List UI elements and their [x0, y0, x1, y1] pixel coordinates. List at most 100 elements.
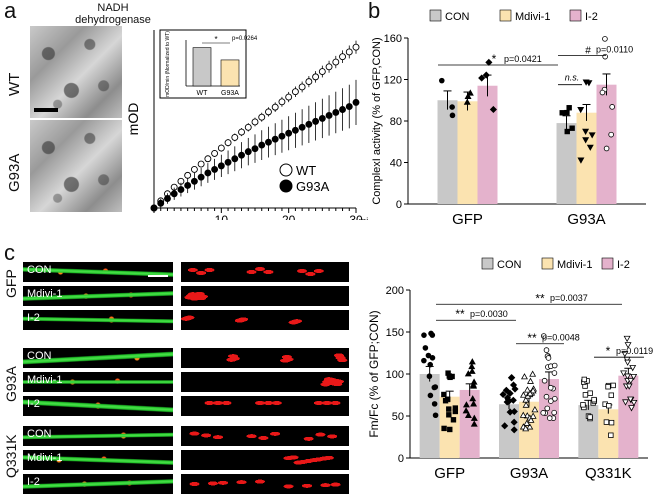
bar-mdivi-1-gfp: [457, 101, 478, 204]
data-point: [449, 104, 455, 110]
data-point: [470, 414, 478, 421]
data-point: [526, 423, 534, 430]
micrograph-wt: [30, 26, 122, 118]
fluorescence-red-strip: [180, 285, 350, 307]
group-label-g93a: G93A: [3, 366, 19, 402]
y-tick-label: 80: [390, 116, 402, 128]
data-point: [519, 391, 527, 398]
y-tick-label: 100: [386, 369, 404, 381]
point-g93a: [352, 98, 360, 106]
data-point: [450, 417, 457, 423]
data-point: [547, 384, 554, 391]
data-point: [452, 405, 459, 411]
legend-label-mdivi-1: Mdivi-1: [557, 259, 592, 271]
point-wt: [258, 113, 266, 121]
data-point: [445, 370, 451, 376]
y-tick-label: 150: [386, 327, 404, 339]
legend-swatch-con: [429, 9, 442, 22]
data-point: [577, 107, 585, 114]
group-label-gfp: GFP: [3, 269, 19, 298]
legend-label-con: CON: [497, 259, 522, 271]
point-wt: [339, 53, 346, 61]
bar-con-gfp: [437, 100, 458, 204]
point-g93a: [332, 109, 340, 116]
panel-a-letter: a: [4, 0, 17, 23]
bar-con-g93a: [499, 404, 519, 458]
data-point: [527, 377, 534, 384]
fluorescence-red-strip: [180, 395, 350, 417]
point-g93a: [345, 103, 353, 110]
point-wt: [298, 83, 306, 91]
data-point: [462, 401, 470, 408]
data-point: [629, 365, 637, 372]
data-point: [507, 374, 516, 382]
fluorescence-merged-strip: Mdivi-1: [22, 449, 174, 471]
data-point: [580, 402, 586, 408]
point-wt: [332, 58, 340, 66]
legend-swatch-i-2: [601, 257, 614, 270]
data-point: [464, 411, 472, 418]
data-point: [421, 332, 427, 338]
legend-label-g93a: G93A: [296, 179, 330, 194]
fluorescence-merged-strip: Mdivi-1: [22, 285, 174, 307]
fluorescence-red-strip: [180, 473, 350, 495]
inset-y-label: mOD/min (Normalized to WT): [165, 31, 171, 97]
strip-label: I-2: [27, 476, 40, 488]
data-point: [468, 362, 476, 370]
sig-mark: **: [455, 307, 465, 321]
fluorescence-red-strip: [180, 449, 350, 471]
point-g93a: [339, 106, 346, 113]
sig-mark: *: [492, 52, 497, 66]
point-wt: [305, 78, 313, 86]
data-point: [540, 410, 547, 416]
data-point: [609, 104, 615, 110]
data-point: [523, 419, 531, 426]
data-point: [630, 373, 638, 381]
point-g93a: [164, 195, 171, 202]
data-point: [432, 384, 439, 390]
y-tick-label: 120: [384, 75, 402, 87]
legend-swatch-i-2: [569, 9, 582, 22]
y-tick-label: 0: [396, 199, 402, 211]
point-g93a: [197, 173, 205, 181]
data-point: [564, 128, 570, 135]
point-wt: [184, 171, 192, 179]
sig-p-value: p=0.0110: [596, 45, 633, 55]
group-label-g93a: G93A: [510, 465, 548, 482]
strip-label: Mdivi-1: [27, 374, 63, 386]
data-point: [587, 414, 593, 420]
data-point: [608, 392, 614, 398]
sig-mark: #: [585, 46, 591, 57]
sig-mark: n.s.: [565, 73, 580, 83]
data-point: [621, 351, 629, 358]
data-point: [468, 358, 476, 365]
sig-mark: **: [535, 291, 545, 305]
point-g93a: [285, 129, 293, 137]
y-axis-label: Fm/Fc (% of GFP;CON): [367, 310, 381, 437]
data-point: [582, 79, 590, 86]
data-point: [551, 409, 557, 416]
data-point: [446, 412, 452, 418]
nadh-title: NADH dehydrogenase: [58, 2, 168, 26]
data-point: [442, 398, 449, 404]
point-g93a: [157, 199, 165, 207]
micrograph-g93a: [30, 120, 122, 212]
data-point: [625, 383, 633, 390]
fluorescence-red-strip: [180, 309, 350, 331]
data-point: [470, 382, 478, 389]
point-wt: [278, 98, 286, 106]
point-g93a: [291, 126, 299, 134]
data-point: [519, 411, 527, 418]
data-point: [610, 382, 616, 389]
inset-category-label: WT: [197, 90, 209, 97]
legend-marker-g93a: [279, 179, 293, 193]
row-label-wt: WT: [6, 72, 23, 96]
data-point: [421, 357, 427, 364]
data-point: [447, 426, 453, 433]
sig-p-value: p=0.0421: [504, 54, 542, 64]
data-point: [464, 92, 472, 100]
point-wt: [211, 149, 219, 157]
sig-p-value: p=0.0119: [616, 346, 653, 356]
legend-label-wt: WT: [296, 163, 316, 178]
data-point: [431, 401, 438, 407]
